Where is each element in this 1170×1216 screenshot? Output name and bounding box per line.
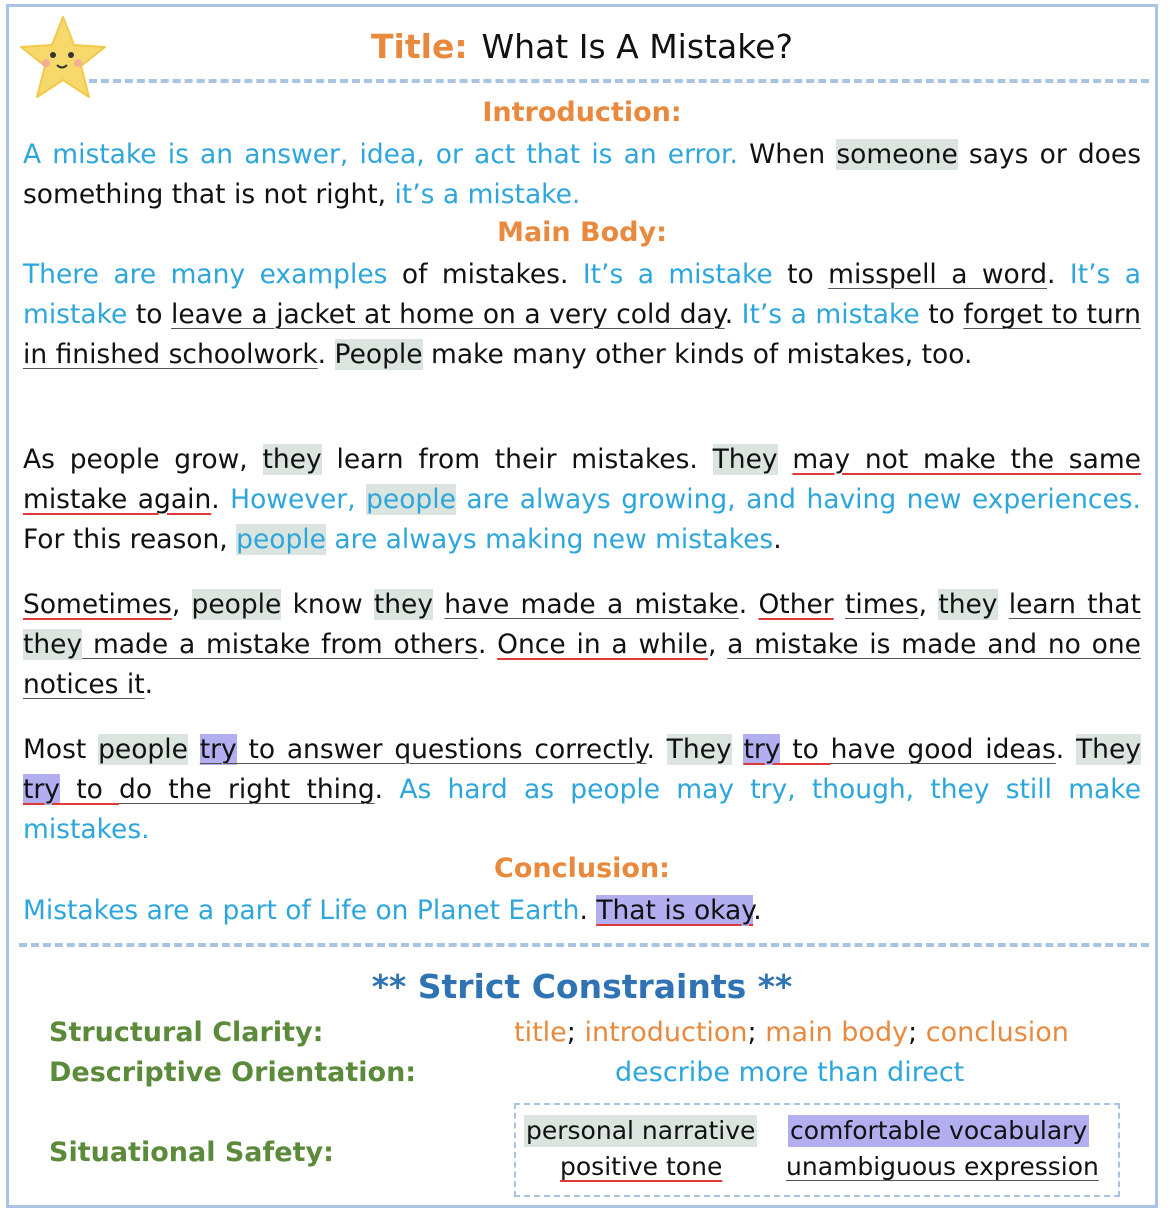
divider-top [89,79,1149,83]
situational-safety-box: personal narrative comfortable vocabular… [514,1103,1120,1197]
situational-safety-label: Situational Safety: [49,1137,334,1168]
heading-main-body: Main Body: [497,217,667,248]
constraints-title: ** Strict Constraints ** [371,967,793,1006]
star-icon [20,16,106,98]
document-frame: Title: What Is A Mistake? Introduction: A… [6,4,1158,1208]
title-row: Title: What Is A Mistake? [9,27,1155,66]
body-paragraph-4: Most people try to answer questions corr… [23,734,1141,845]
title-text: What Is A Mistake? [481,27,793,66]
tag-positive-tone: positive tone [560,1152,723,1181]
conclusion-paragraph: Mistakes are a part of Life on Planet Ea… [23,895,762,926]
descriptive-orientation-value: describe more than direct [615,1057,965,1088]
descriptive-orientation-label: Descriptive Orientation: [49,1057,417,1088]
tag-unambiguous-expression: unambiguous expression [786,1152,1099,1181]
tag-comfortable-vocabulary: comfortable vocabulary [788,1115,1090,1147]
structural-clarity-label: Structural Clarity: [49,1017,324,1048]
intro-paragraph: A mistake is an answer, idea, or act tha… [23,139,1142,210]
divider-bottom [19,943,1149,947]
structural-clarity-value: title; introduction; main body; conclusi… [514,1017,1069,1048]
body-paragraph-3: Sometimes, people know they have made a … [23,589,1141,700]
heading-introduction: Introduction: [482,97,682,128]
body-paragraph-1: There are many examples of mistakes. It’… [23,259,1141,370]
tag-personal-narrative: personal narrative [524,1115,758,1147]
heading-conclusion: Conclusion: [494,853,670,884]
body-paragraph-2: As people grow, they learn from their mi… [23,444,1141,555]
title-label: Title: [371,27,468,66]
